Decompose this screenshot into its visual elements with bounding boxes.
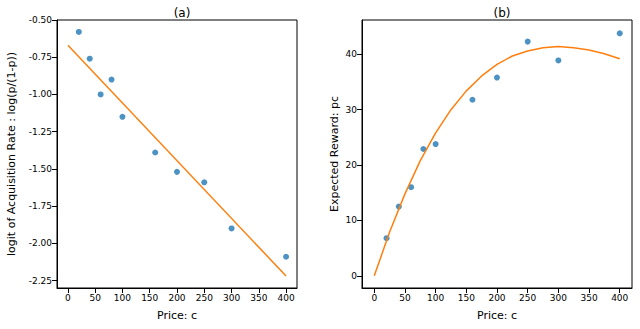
svg-text:0: 0 (371, 293, 377, 303)
svg-text:-0.75: -0.75 (29, 52, 52, 62)
svg-text:100: 100 (114, 293, 131, 303)
svg-text:400: 400 (277, 293, 294, 303)
svg-text:-1.25: -1.25 (29, 127, 52, 137)
svg-text:40: 40 (346, 49, 358, 59)
svg-text:100: 100 (427, 293, 444, 303)
svg-text:150: 150 (458, 293, 475, 303)
svg-text:200: 200 (488, 293, 505, 303)
svg-text:50: 50 (89, 293, 101, 303)
svg-text:10: 10 (346, 215, 358, 225)
svg-text:-2.25: -2.25 (29, 276, 52, 286)
svg-text:150: 150 (141, 293, 158, 303)
svg-text:0: 0 (65, 293, 71, 303)
svg-text:300: 300 (550, 293, 567, 303)
svg-text:Price: c: Price: c (477, 309, 517, 322)
svg-text:(a): (a) (174, 6, 191, 20)
svg-text:(b): (b) (494, 6, 511, 20)
svg-text:250: 250 (519, 293, 536, 303)
svg-text:300: 300 (223, 293, 240, 303)
svg-text:250: 250 (196, 293, 213, 303)
svg-text:20: 20 (346, 160, 358, 170)
svg-text:-1.75: -1.75 (29, 201, 52, 211)
svg-text:50: 50 (399, 293, 411, 303)
svg-text:30: 30 (346, 105, 358, 115)
svg-text:200: 200 (168, 293, 185, 303)
svg-text:-2.00: -2.00 (29, 238, 53, 248)
svg-text:Expected Reward: pc: Expected Reward: pc (328, 96, 341, 212)
svg-text:-1.50: -1.50 (29, 164, 53, 174)
svg-text:400: 400 (611, 293, 628, 303)
svg-text:Price: c: Price: c (157, 309, 197, 322)
svg-text:350: 350 (580, 293, 597, 303)
svg-text:-1.00: -1.00 (29, 89, 53, 99)
svg-text:-0.50: -0.50 (29, 15, 53, 25)
svg-text:350: 350 (250, 293, 267, 303)
svg-text:logit of Acquisition Rate : lo: logit of Acquisition Rate : log(p/(1-p)) (5, 52, 18, 256)
svg-text:0: 0 (351, 271, 357, 281)
